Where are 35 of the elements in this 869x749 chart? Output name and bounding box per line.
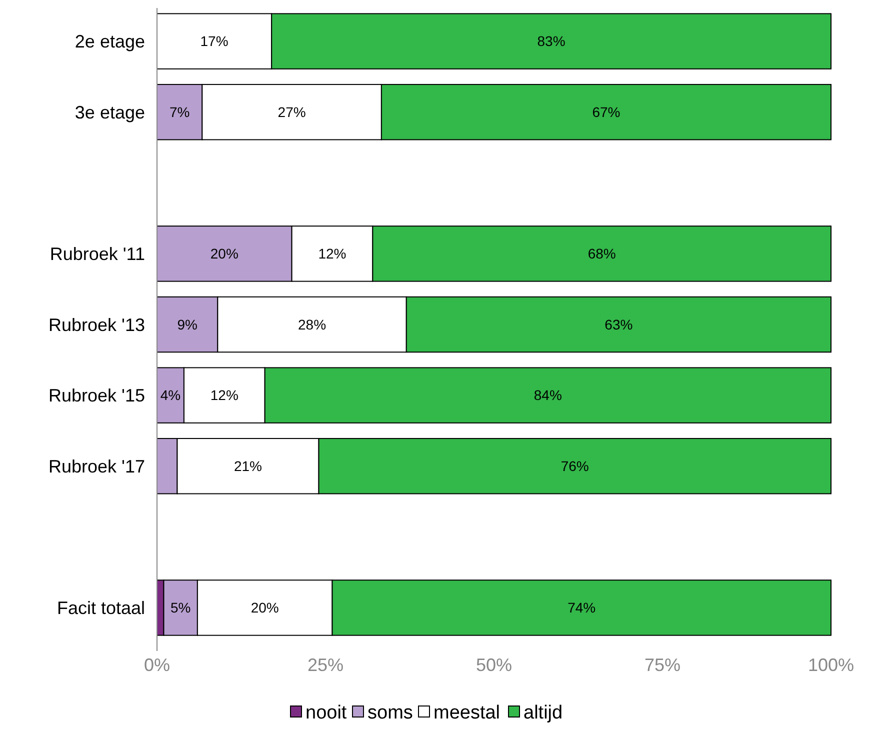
data-label: 76% bbox=[560, 458, 589, 474]
x-tick-label: 75% bbox=[644, 655, 681, 675]
data-label: 63% bbox=[604, 316, 633, 332]
data-label: 9% bbox=[177, 316, 198, 332]
data-label: 7% bbox=[169, 104, 190, 120]
data-label: 20% bbox=[210, 246, 238, 262]
data-label: 12% bbox=[318, 246, 346, 262]
x-tick-label: 50% bbox=[476, 655, 512, 675]
y-tick-label: Facit totaal bbox=[56, 598, 145, 618]
data-label: 21% bbox=[234, 458, 262, 474]
y-tick-label: 2e etage bbox=[74, 32, 145, 52]
data-label: 28% bbox=[298, 316, 326, 332]
data-label: 74% bbox=[568, 600, 596, 616]
x-tick-label: 100% bbox=[808, 655, 854, 675]
x-tick-label: 0% bbox=[144, 655, 170, 675]
y-tick-label: Rubroek '15 bbox=[48, 386, 145, 406]
x-tick-label: 25% bbox=[307, 655, 344, 675]
legend-label: nooit bbox=[306, 702, 348, 724]
data-label: 68% bbox=[588, 246, 616, 262]
data-label: 4% bbox=[160, 387, 181, 404]
y-tick-label: Rubroek '17 bbox=[48, 456, 145, 476]
legend-label: meestal bbox=[434, 702, 500, 724]
data-label: 5% bbox=[170, 600, 191, 616]
data-label: 17% bbox=[200, 33, 228, 50]
data-label: 84% bbox=[534, 387, 562, 404]
data-label: 83% bbox=[537, 33, 566, 50]
data-label: 12% bbox=[210, 387, 238, 404]
legend-label: soms bbox=[368, 702, 413, 724]
y-tick-label: Rubroek '13 bbox=[48, 314, 145, 335]
data-label: 20% bbox=[250, 600, 279, 616]
y-tick-label: Rubroek '11 bbox=[50, 244, 145, 264]
legend-label: altijd bbox=[524, 702, 563, 724]
data-label: 67% bbox=[592, 104, 620, 120]
data-label: 27% bbox=[278, 104, 306, 120]
y-tick-label: 3e etage bbox=[74, 102, 145, 122]
